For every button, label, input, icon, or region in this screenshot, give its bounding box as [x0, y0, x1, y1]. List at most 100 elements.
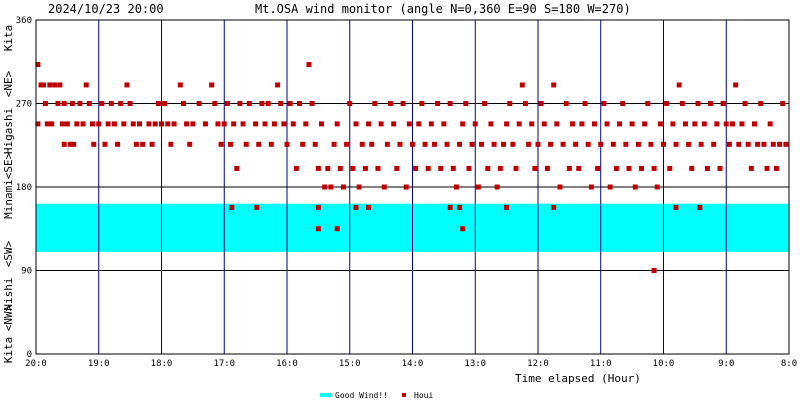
- houi-point: [416, 121, 422, 127]
- houi-point: [378, 121, 384, 127]
- houi-point: [256, 141, 262, 147]
- houi-point: [77, 101, 83, 106]
- y-side-label: Kita: [2, 337, 15, 364]
- houi-point: [544, 165, 550, 171]
- houi-point: [44, 121, 50, 127]
- houi-point: [124, 82, 130, 88]
- y-side-label: <NE>: [2, 70, 15, 97]
- houi-point: [532, 165, 538, 171]
- houi-point: [300, 141, 306, 147]
- houi-point: [601, 101, 607, 106]
- houi-point: [130, 121, 136, 127]
- houi-point: [83, 82, 89, 88]
- houi-point: [406, 121, 412, 127]
- houi-point: [306, 62, 312, 68]
- houi-point: [334, 121, 340, 127]
- houi-point: [673, 204, 679, 210]
- houi-point: [579, 121, 585, 127]
- houi-point: [253, 121, 259, 127]
- houi-point: [720, 101, 726, 106]
- houi-point: [394, 165, 400, 171]
- houi-point: [733, 82, 739, 88]
- houi-point: [209, 82, 215, 88]
- houi-point: [155, 101, 161, 106]
- grid-layer: [36, 20, 789, 354]
- legend-good-wind-label: Good Wind!!: [335, 391, 388, 400]
- houi-point: [463, 101, 469, 106]
- houi-point: [297, 101, 303, 106]
- houi-point: [353, 121, 359, 127]
- houi-point: [457, 204, 463, 210]
- houi-point: [761, 141, 767, 147]
- chart-title: Mt.OSA wind monitor (angle N=0,360 E=90 …: [255, 2, 631, 16]
- houi-point: [388, 101, 394, 106]
- houi-point: [479, 141, 485, 147]
- houi-point: [576, 165, 582, 171]
- houi-point: [350, 165, 356, 171]
- houi-point: [177, 82, 183, 88]
- houi-point: [49, 121, 55, 127]
- houi-point: [500, 141, 506, 147]
- houi-point: [353, 204, 359, 210]
- houi-point: [425, 165, 431, 171]
- houi-point: [551, 82, 557, 88]
- houi-point: [228, 141, 234, 147]
- houi-point: [202, 121, 208, 127]
- houi-point: [315, 204, 321, 210]
- houi-point: [275, 82, 281, 88]
- houi-point: [639, 165, 645, 171]
- houi-point: [384, 141, 390, 147]
- y-tick-labels: 0 90 180 270 360: [16, 16, 32, 360]
- houi-point: [673, 141, 679, 147]
- houi-point: [591, 121, 597, 127]
- houi-point: [697, 204, 703, 210]
- houi-point: [513, 165, 519, 171]
- houi-point: [560, 141, 566, 147]
- houi-point: [447, 101, 453, 106]
- houi-point: [745, 141, 751, 147]
- houi-point: [695, 101, 701, 106]
- houi-point: [664, 101, 670, 106]
- houi-point: [457, 141, 463, 147]
- y-side-label: Kita: [2, 25, 15, 52]
- houi-point: [61, 141, 67, 147]
- houi-point: [322, 184, 328, 190]
- x-tick-label: 10:0: [653, 359, 675, 369]
- houi-point: [626, 165, 632, 171]
- x-tick-label: 12:0: [527, 359, 549, 369]
- houi-point: [435, 101, 441, 106]
- x-tick-label: 8:0: [781, 359, 797, 369]
- houi-point: [770, 141, 776, 147]
- houi-point: [413, 165, 419, 171]
- houi-point: [372, 101, 378, 106]
- houi-point: [149, 141, 155, 147]
- houi-point: [708, 101, 714, 106]
- houi-point: [152, 121, 158, 127]
- houi-point: [312, 141, 318, 147]
- houi-point: [742, 101, 748, 106]
- houi-point: [701, 121, 707, 127]
- houi-point: [89, 121, 95, 127]
- houi-point: [748, 165, 754, 171]
- houi-point: [240, 121, 246, 127]
- houi-point: [620, 101, 626, 106]
- houi-point: [180, 101, 186, 106]
- legend-good-wind-swatch: [320, 393, 332, 397]
- houi-point: [196, 101, 202, 106]
- houi-point: [613, 165, 619, 171]
- houi-point: [519, 82, 525, 88]
- houi-point: [657, 121, 663, 127]
- houi-point: [654, 184, 660, 190]
- houi-point: [91, 141, 97, 147]
- houi-point: [68, 141, 74, 147]
- houi-point: [573, 141, 579, 147]
- houi-point: [516, 121, 522, 127]
- y-side-label: Nishi: [2, 277, 15, 310]
- houi-point: [726, 141, 732, 147]
- houi-point: [758, 101, 764, 106]
- houi-point: [607, 184, 613, 190]
- houi-point: [80, 121, 86, 127]
- houi-point: [488, 121, 494, 127]
- houi-point: [504, 121, 510, 127]
- houi-point: [510, 141, 516, 147]
